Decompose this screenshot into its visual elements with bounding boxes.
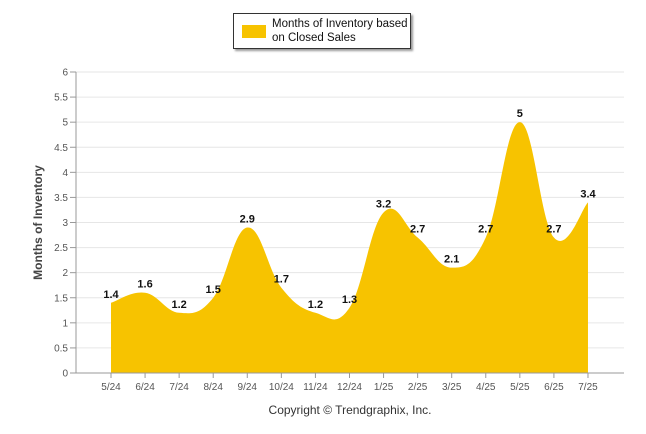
copyright-text: Copyright © Trendgraphix, Inc. bbox=[268, 403, 432, 417]
data-label: 5 bbox=[517, 108, 523, 120]
legend-label: Months of Inventory based on Closed Sale… bbox=[272, 18, 408, 44]
x-tick-label: 4/25 bbox=[476, 382, 496, 393]
x-tick-label: 2/25 bbox=[408, 382, 428, 393]
data-label: 1.6 bbox=[137, 279, 152, 291]
data-label: 1.5 bbox=[206, 284, 221, 296]
y-tick-label: 6 bbox=[62, 68, 68, 79]
x-tick-label: 7/24 bbox=[169, 382, 189, 393]
y-tick-label: 0 bbox=[62, 369, 68, 380]
y-tick-label: 1.5 bbox=[54, 293, 68, 304]
x-tick-label: 9/24 bbox=[238, 382, 258, 393]
x-tick-label: 5/24 bbox=[101, 382, 121, 393]
y-tick-label: 3 bbox=[62, 218, 68, 229]
y-tick-label: 2 bbox=[62, 268, 68, 279]
data-label: 2.9 bbox=[240, 214, 255, 226]
data-label: 2.7 bbox=[546, 224, 561, 236]
legend-swatch bbox=[242, 25, 266, 38]
x-tick-label: 3/25 bbox=[442, 382, 462, 393]
y-tick-label: 3.5 bbox=[54, 193, 68, 204]
data-label: 1.3 bbox=[342, 294, 357, 306]
x-tick-label: 8/24 bbox=[203, 382, 223, 393]
x-tick-label: 6/24 bbox=[135, 382, 155, 393]
data-label: 1.2 bbox=[308, 299, 323, 311]
data-label: 3.4 bbox=[580, 188, 596, 200]
data-label: 2.1 bbox=[444, 254, 459, 266]
data-label: 3.2 bbox=[376, 198, 391, 210]
data-label: 1.2 bbox=[171, 299, 186, 311]
x-tick-label: 11/24 bbox=[303, 382, 328, 393]
y-tick-label: 2.5 bbox=[54, 243, 68, 254]
y-tick-label: 0.5 bbox=[54, 343, 68, 354]
data-label: 1.7 bbox=[274, 274, 289, 286]
y-tick-label: 5.5 bbox=[54, 93, 68, 104]
x-tick-label: 10/24 bbox=[269, 382, 294, 393]
y-tick-label: 5 bbox=[62, 118, 68, 129]
area-series bbox=[111, 122, 588, 374]
data-label: 2.7 bbox=[410, 224, 425, 236]
x-tick-label: 1/25 bbox=[374, 382, 394, 393]
x-tick-label: 5/25 bbox=[510, 382, 530, 393]
y-tick-label: 1 bbox=[62, 318, 68, 329]
x-tick-label: 12/24 bbox=[337, 382, 362, 393]
data-label: 1.4 bbox=[103, 289, 119, 301]
data-label: 2.7 bbox=[478, 224, 493, 236]
x-tick-label: 7/25 bbox=[578, 382, 598, 393]
y-tick-label: 4 bbox=[62, 168, 68, 179]
y-axis-title: Months of Inventory bbox=[31, 165, 45, 280]
x-tick-label: 6/25 bbox=[544, 382, 564, 393]
y-tick-label: 4.5 bbox=[54, 143, 68, 154]
legend: Months of Inventory based on Closed Sale… bbox=[233, 13, 411, 49]
